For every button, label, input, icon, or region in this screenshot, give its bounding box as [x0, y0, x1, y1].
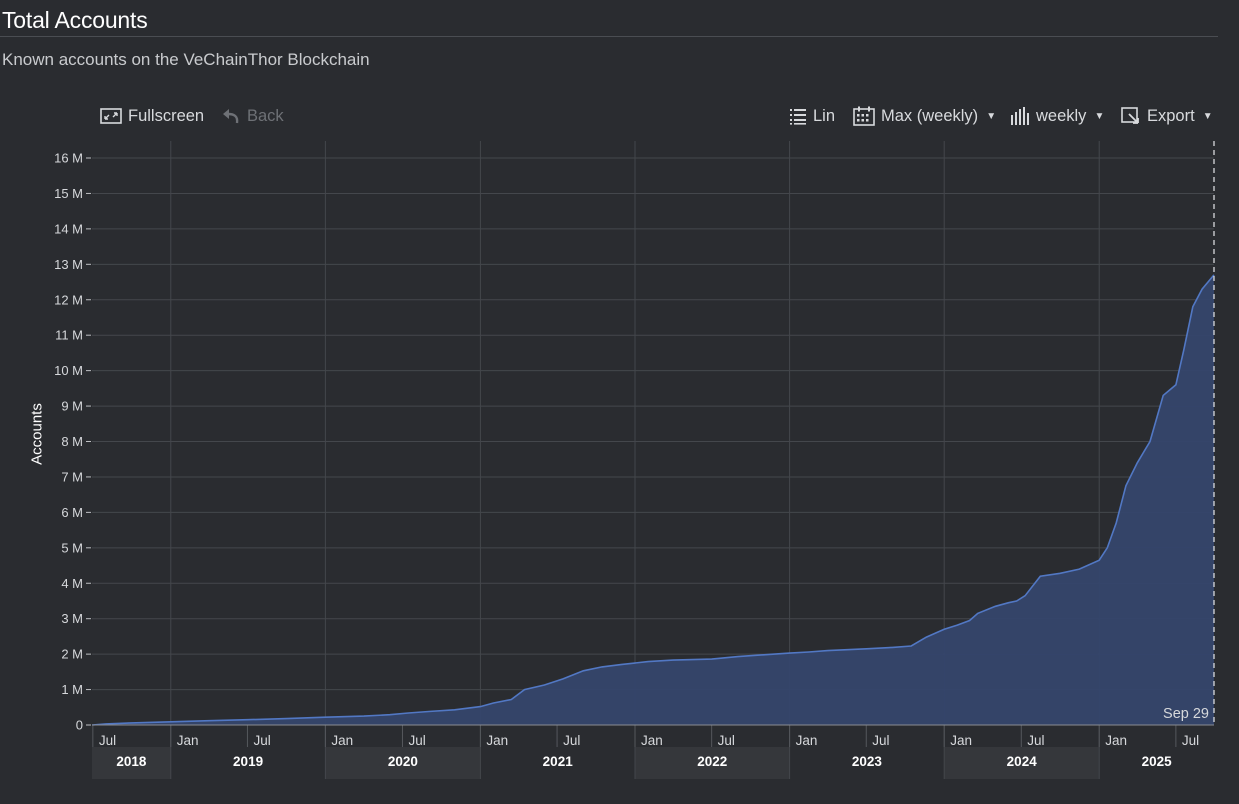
y-tick-label: 8 M: [61, 434, 83, 449]
year-label: 2018: [116, 754, 147, 769]
y-tick-label: 10 M: [54, 363, 83, 378]
export-label: Export: [1147, 106, 1195, 125]
series-area: [92, 274, 1214, 725]
y-tick-label: 1 M: [61, 682, 83, 697]
year-band: [944, 747, 1100, 779]
chevron-down-icon: ▼: [1094, 110, 1105, 122]
x-tick-label: Jan: [331, 733, 353, 748]
y-tick-label: 4 M: [61, 576, 83, 591]
chevron-down-icon: ▼: [1202, 110, 1213, 122]
export-icon: [1121, 107, 1139, 124]
year-band: [92, 747, 171, 779]
year-label: 2019: [233, 754, 263, 769]
y-tick-label: 6 M: [61, 505, 83, 520]
series-line: [91, 274, 1215, 726]
x-tick-label: Jul: [408, 733, 425, 748]
back-button[interactable]: Back: [221, 104, 284, 128]
year-label: 2022: [697, 754, 727, 769]
x-tick-label: Jul: [563, 733, 580, 748]
y-tick-label: 12 M: [54, 292, 83, 307]
back-arrow-icon: [223, 109, 239, 124]
y-tick-label: 14 M: [54, 221, 83, 236]
x-tick-label: Jan: [950, 733, 972, 748]
y-tick-label: 3 M: [61, 611, 83, 626]
list-icon: [790, 109, 806, 125]
year-label: 2023: [852, 754, 883, 769]
y-tick-label: 7 M: [61, 469, 83, 484]
x-tick-label: Jul: [718, 733, 735, 748]
range-label: Max (weekly): [881, 106, 979, 125]
y-tick-label: 13 M: [54, 257, 83, 272]
year-label: 2024: [1007, 754, 1038, 769]
x-tick-label: Jan: [796, 733, 818, 748]
year-label: 2020: [388, 754, 418, 769]
export-dropdown[interactable]: Export ▼: [1121, 104, 1213, 128]
chart-subtitle: Known accounts on the VeChainThor Blockc…: [2, 50, 370, 69]
x-tick-label: Jul: [253, 733, 270, 748]
y-tick-label: 11 M: [55, 328, 83, 343]
range-dropdown[interactable]: Max (weekly) ▼: [853, 104, 996, 128]
x-tick-label: Jul: [99, 733, 116, 748]
x-tick-label: Jul: [1182, 733, 1199, 748]
y-tick-label: 5 M: [61, 540, 83, 555]
year-band: [325, 747, 481, 779]
y-tick-label: 9 M: [61, 399, 83, 414]
fullscreen-icon: [100, 108, 122, 124]
cursor-date-label: Sep 29: [1163, 706, 1209, 722]
y-tick-label: 2 M: [61, 647, 83, 662]
interval-dropdown[interactable]: weekly ▼: [1010, 104, 1104, 128]
interval-label: weekly: [1036, 106, 1087, 125]
x-tick-label: Jul: [1027, 733, 1044, 748]
x-tick-label: Jan: [177, 733, 199, 748]
back-label: Back: [247, 106, 284, 125]
calendar-icon: [853, 106, 875, 126]
fullscreen-button[interactable]: Fullscreen: [100, 104, 204, 128]
x-tick-label: Jan: [641, 733, 663, 748]
x-tick-label: Jan: [1105, 733, 1127, 748]
chart-title: Total Accounts: [2, 7, 148, 33]
scale-label: Lin: [813, 106, 836, 125]
scale-toggle-button[interactable]: Lin: [789, 104, 835, 128]
chevron-down-icon: ▼: [986, 110, 997, 122]
x-tick-label: Jul: [872, 733, 889, 748]
y-tick-label: 0: [76, 718, 83, 733]
title-divider: [0, 36, 1218, 37]
year-band: [634, 747, 790, 779]
bar-chart-icon: [1011, 107, 1029, 125]
y-tick-label: 16 M: [54, 151, 83, 166]
x-tick-label: Jan: [486, 733, 508, 748]
y-tick-label: 15 M: [54, 186, 83, 201]
year-label: 2025: [1142, 754, 1173, 769]
fullscreen-label: Fullscreen: [128, 106, 205, 125]
year-label: 2021: [543, 754, 574, 769]
